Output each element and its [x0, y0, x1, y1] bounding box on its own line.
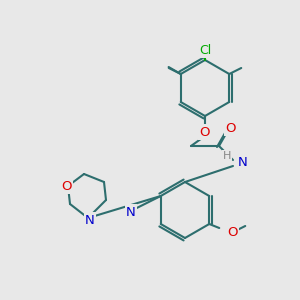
Text: O: O [61, 179, 71, 193]
Text: O: O [226, 122, 236, 134]
Text: O: O [227, 226, 238, 238]
Text: N: N [126, 206, 136, 218]
Text: N: N [238, 155, 248, 169]
Text: N: N [85, 214, 95, 226]
Text: Cl: Cl [199, 44, 211, 56]
Text: H: H [223, 151, 231, 161]
Text: O: O [200, 125, 210, 139]
